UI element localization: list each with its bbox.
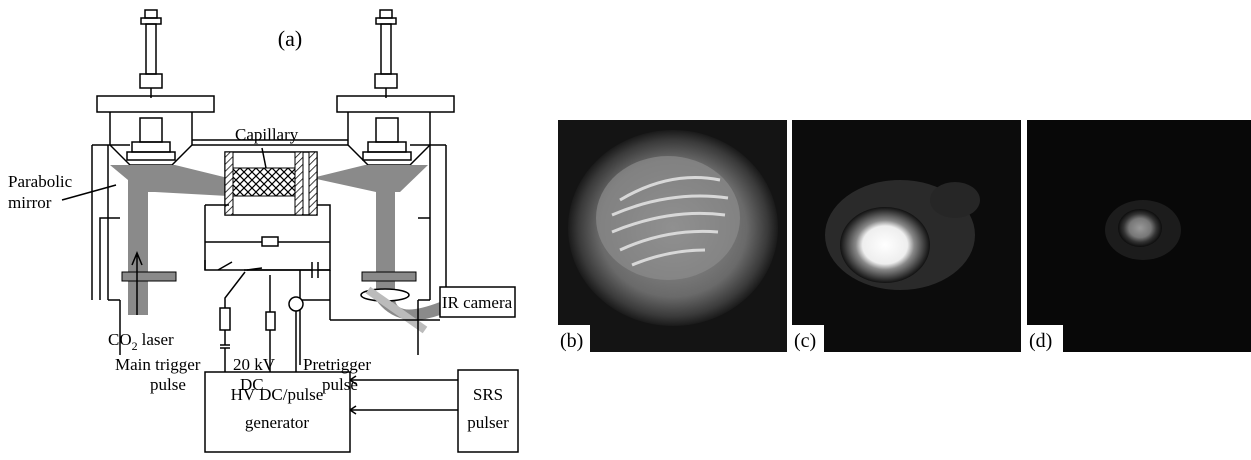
- label: pulse: [150, 375, 186, 394]
- capillary: [225, 148, 317, 215]
- label: Pretrigger: [303, 355, 371, 374]
- image-c: (c): [792, 120, 1021, 352]
- label-part: CO: [108, 330, 132, 349]
- label: IR camera: [442, 293, 513, 312]
- label: Capillary: [235, 125, 299, 144]
- panel-label: (a): [278, 26, 302, 51]
- panel-label: (c): [794, 330, 816, 352]
- label: pulser: [467, 413, 509, 432]
- label: SRS: [473, 385, 503, 404]
- right-syringe: [375, 10, 397, 98]
- window: [362, 272, 416, 281]
- label: 20 kV: [233, 355, 276, 374]
- label: HV DC/pulse: [231, 385, 324, 404]
- image-d: (d): [1027, 120, 1251, 352]
- label: mirror: [8, 193, 52, 212]
- right-mount: [337, 96, 454, 300]
- label-part: 2: [132, 339, 138, 353]
- image-b: (b): [558, 120, 787, 352]
- label: Main trigger: [115, 355, 201, 374]
- window: [122, 272, 176, 281]
- label-part: laser: [142, 330, 174, 349]
- panel-label: (d): [1029, 330, 1052, 352]
- figure: (a) Capillary Parabolic mirror CO2laser …: [0, 0, 1251, 460]
- label: pulse: [322, 375, 358, 394]
- left-mount: [92, 96, 214, 300]
- srs-box: [458, 370, 518, 452]
- label: CO2 laser: [108, 330, 174, 353]
- label: generator: [245, 413, 310, 432]
- label: Parabolic: [8, 172, 73, 191]
- panel-label: (b): [560, 330, 583, 352]
- left-syringe: [140, 10, 162, 98]
